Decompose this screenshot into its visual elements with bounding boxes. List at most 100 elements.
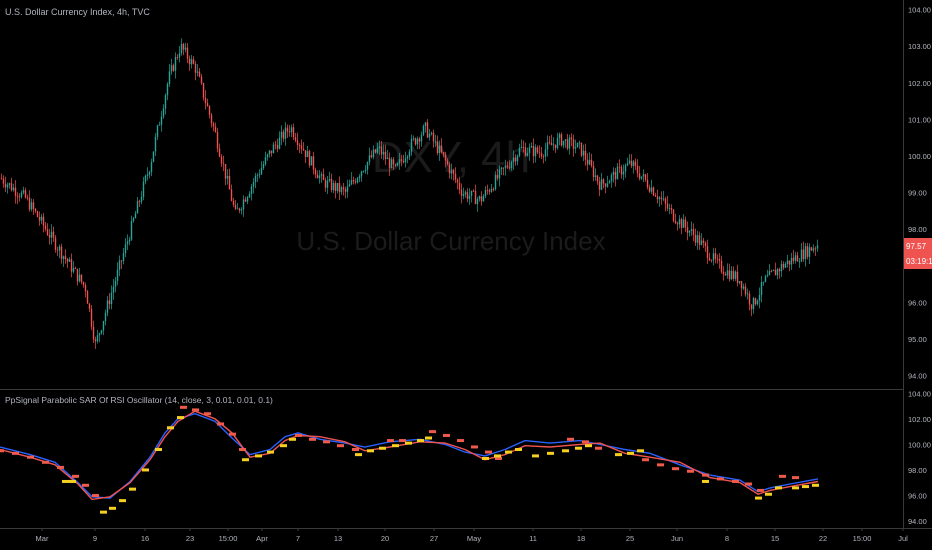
candle-body bbox=[34, 208, 37, 212]
candle-body bbox=[656, 196, 659, 200]
time-label: 18 bbox=[577, 534, 585, 543]
candle-body bbox=[338, 183, 341, 193]
candle-body bbox=[796, 255, 799, 262]
candle-body bbox=[616, 166, 619, 180]
candle-body bbox=[376, 148, 379, 153]
candle-body bbox=[344, 189, 347, 192]
candle-body bbox=[216, 131, 219, 149]
candle-body bbox=[74, 268, 77, 269]
candle-body bbox=[672, 209, 675, 221]
sar-dot bbox=[802, 485, 809, 489]
time-axis[interactable]: Mar 9 16 23 15:00 Apr 7 13 20 27 May 11 18 25 Jun 8 15 22… bbox=[36, 528, 909, 543]
candle-body bbox=[278, 137, 281, 149]
sar-dot bbox=[12, 451, 19, 455]
candle-body bbox=[36, 211, 39, 218]
candle-body bbox=[456, 179, 459, 183]
candle-body bbox=[384, 151, 387, 160]
sar-dot bbox=[72, 474, 79, 478]
candle-body bbox=[104, 312, 107, 322]
candle-body bbox=[180, 43, 183, 54]
candle-body bbox=[40, 216, 43, 221]
candle-body bbox=[704, 242, 707, 247]
candle-body bbox=[806, 246, 809, 257]
candle-body bbox=[514, 157, 517, 162]
time-label: 23 bbox=[186, 534, 194, 543]
sar-dot bbox=[167, 426, 174, 430]
candle-body bbox=[166, 83, 169, 96]
sar-dot bbox=[57, 465, 64, 469]
candle-body bbox=[200, 76, 203, 83]
candle-body bbox=[700, 240, 703, 245]
candle-body bbox=[138, 201, 141, 202]
candle-body bbox=[246, 197, 249, 202]
candle-body bbox=[334, 183, 337, 192]
candle-body bbox=[320, 174, 323, 176]
candle-body bbox=[776, 269, 779, 276]
sar-dot bbox=[575, 446, 582, 450]
sar-dot bbox=[242, 458, 249, 462]
candle-body bbox=[524, 147, 527, 156]
candle-body bbox=[370, 155, 373, 158]
candle-body bbox=[634, 161, 637, 166]
candle-body bbox=[76, 268, 79, 282]
sar-dot bbox=[180, 405, 187, 409]
candle-body bbox=[192, 59, 195, 64]
candle-body bbox=[778, 269, 781, 272]
candle-body bbox=[734, 271, 737, 279]
candle-body bbox=[730, 270, 733, 280]
candle-body bbox=[742, 286, 745, 289]
sar-dot bbox=[387, 439, 394, 443]
sar-dot bbox=[495, 456, 502, 460]
candle-body bbox=[100, 330, 103, 334]
candle-body bbox=[666, 203, 669, 209]
candle-body bbox=[792, 257, 795, 261]
candle-body bbox=[4, 183, 7, 188]
countdown-value: 03:19:17 bbox=[906, 257, 932, 266]
candle-body bbox=[362, 171, 365, 172]
candle-body bbox=[446, 160, 449, 165]
candle-body bbox=[726, 270, 729, 276]
candle-body bbox=[2, 178, 5, 184]
candle-body bbox=[176, 57, 179, 58]
sar-dot bbox=[717, 477, 724, 481]
sar-dot bbox=[637, 449, 644, 453]
candle-body bbox=[98, 333, 101, 336]
candle-body bbox=[630, 160, 633, 166]
candle-body bbox=[544, 149, 547, 157]
candle-body bbox=[484, 190, 487, 197]
sar-dot bbox=[792, 476, 799, 480]
candle-body bbox=[782, 263, 785, 268]
candle-body bbox=[88, 303, 91, 309]
candle-body bbox=[418, 138, 421, 142]
candle-body bbox=[646, 179, 649, 188]
candle-body bbox=[428, 134, 431, 138]
candle-body bbox=[732, 270, 735, 279]
candle-body bbox=[812, 248, 815, 251]
candle-body bbox=[728, 270, 731, 280]
candle-body bbox=[46, 229, 49, 235]
candle-body bbox=[234, 204, 237, 209]
candle-body bbox=[478, 196, 481, 200]
sar-dot bbox=[267, 450, 274, 454]
candle-body bbox=[602, 179, 605, 184]
candle-body bbox=[304, 150, 307, 158]
candle-body bbox=[172, 65, 175, 71]
candle-body bbox=[130, 220, 133, 240]
candle-body bbox=[814, 248, 817, 250]
candle-body bbox=[738, 281, 741, 283]
candle-body bbox=[562, 140, 565, 146]
candle-body bbox=[288, 131, 291, 133]
candle-body bbox=[374, 149, 377, 153]
candle-body bbox=[300, 145, 303, 149]
candle-body bbox=[716, 258, 719, 260]
candle-body bbox=[452, 169, 455, 174]
candle-body bbox=[470, 190, 473, 196]
candle-body bbox=[224, 164, 227, 179]
candle-body bbox=[450, 169, 453, 174]
candle-body bbox=[722, 271, 725, 275]
candle-body bbox=[302, 148, 305, 151]
indicator-title: PpSignal Parabolic SAR Of RSI Oscillator… bbox=[5, 395, 273, 405]
indicator-axis[interactable]: 104.00 102.00 100.00 98.00 96.00 94.00 bbox=[908, 389, 931, 526]
candle-body bbox=[720, 260, 723, 272]
candle-body bbox=[52, 231, 55, 238]
